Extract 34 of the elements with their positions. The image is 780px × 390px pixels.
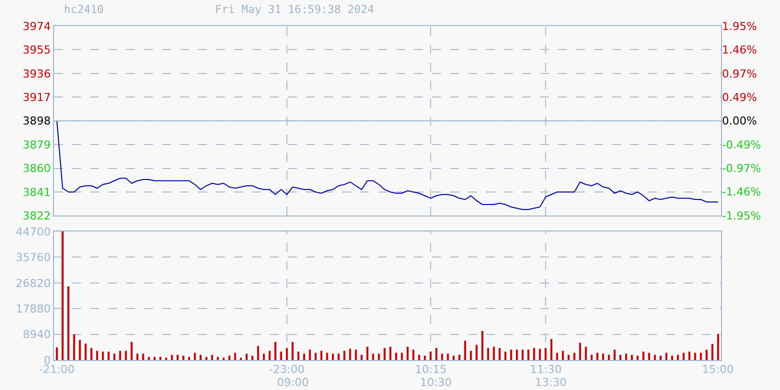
y2-tick-label: 0.49% bbox=[722, 90, 757, 104]
line-series bbox=[56, 120, 719, 210]
y-tick-label: 3860 bbox=[22, 162, 51, 176]
y-tick-label: 3936 bbox=[22, 67, 51, 80]
x-tick-label: -23:00 bbox=[269, 363, 305, 376]
y-tick-label: 44700 bbox=[16, 225, 51, 238]
y-tick-label: 3974 bbox=[22, 20, 51, 33]
y-tick-label: 8940 bbox=[22, 328, 51, 342]
y2-tick-label: 1.46% bbox=[722, 44, 757, 57]
y-tick-label: 26820 bbox=[16, 276, 51, 290]
y-tick-label: 3917 bbox=[22, 90, 51, 104]
x-tick-label: 15:00 bbox=[702, 363, 734, 376]
y-tick-label: 3879 bbox=[22, 138, 51, 152]
chart-subtitle: Fri May 31 16:59:38 2024 bbox=[215, 3, 374, 16]
y-tick-label: 17880 bbox=[16, 302, 51, 316]
y2-tick-label: -1.46% bbox=[722, 186, 761, 199]
y2-tick-label: -0.97% bbox=[722, 162, 761, 175]
x-tick-label: 11:30 bbox=[530, 363, 562, 376]
x-tick-label: 13:30 bbox=[535, 376, 567, 389]
y2-tick-label: 0.00% bbox=[722, 114, 757, 128]
x-tick-label: 10:15 bbox=[415, 363, 447, 376]
y2-tick-label: 1.95% bbox=[722, 20, 757, 33]
x-tick-label: 10:30 bbox=[420, 376, 452, 389]
y-tick-label: 3822 bbox=[22, 210, 51, 223]
y-tick-label: 3898 bbox=[22, 114, 51, 128]
y-tick-label: 3841 bbox=[22, 186, 51, 199]
y-tick-label: 3955 bbox=[22, 44, 51, 57]
x-tick-label: 09:00 bbox=[277, 376, 309, 389]
y2-tick-label: -1.95% bbox=[722, 210, 761, 223]
y2-tick-label: -0.49% bbox=[722, 138, 761, 152]
y-tick-label: 35760 bbox=[16, 251, 51, 264]
y2-tick-label: 0.97% bbox=[722, 68, 757, 81]
x-tick-label: -21:00 bbox=[39, 363, 75, 376]
chart-title: hc2410 bbox=[64, 3, 104, 16]
